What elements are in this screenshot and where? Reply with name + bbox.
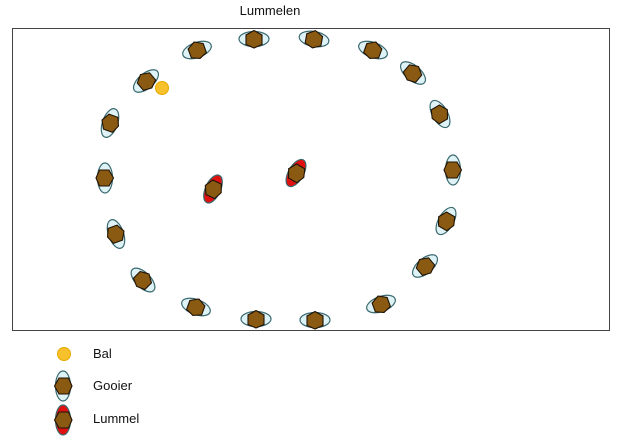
gooier-player bbox=[100, 108, 120, 138]
gooier-player bbox=[358, 40, 388, 60]
legend-label-ball: Bal bbox=[93, 346, 112, 361]
gooier-player bbox=[181, 297, 211, 317]
legend-label-gooier: Gooier bbox=[93, 378, 133, 393]
gooier-player bbox=[366, 294, 396, 314]
gooier-player bbox=[429, 99, 451, 129]
gooier-player bbox=[443, 154, 463, 186]
legend-ball-icon bbox=[57, 347, 71, 361]
gooier-player bbox=[182, 40, 212, 60]
gooier-player bbox=[132, 69, 160, 93]
lummel-player bbox=[203, 174, 223, 204]
legend-lummel-icon bbox=[53, 404, 73, 436]
legend-label-lummel: Lummel bbox=[93, 411, 140, 426]
gooier-player bbox=[399, 61, 427, 85]
gooier-player bbox=[435, 206, 457, 236]
gooier-player bbox=[299, 310, 331, 330]
gooier-player bbox=[411, 254, 439, 278]
gooier-player bbox=[95, 162, 115, 194]
gooier-player bbox=[130, 267, 156, 293]
gooier-player bbox=[238, 29, 270, 49]
playing-field bbox=[12, 28, 610, 331]
lummel-player bbox=[285, 158, 307, 188]
diagram-title: Lummelen bbox=[239, 3, 301, 18]
gooier-player bbox=[106, 219, 126, 249]
gooier-player bbox=[240, 309, 272, 329]
ball bbox=[155, 81, 169, 95]
gooier-player bbox=[298, 30, 330, 49]
legend-gooier-icon bbox=[53, 370, 73, 402]
